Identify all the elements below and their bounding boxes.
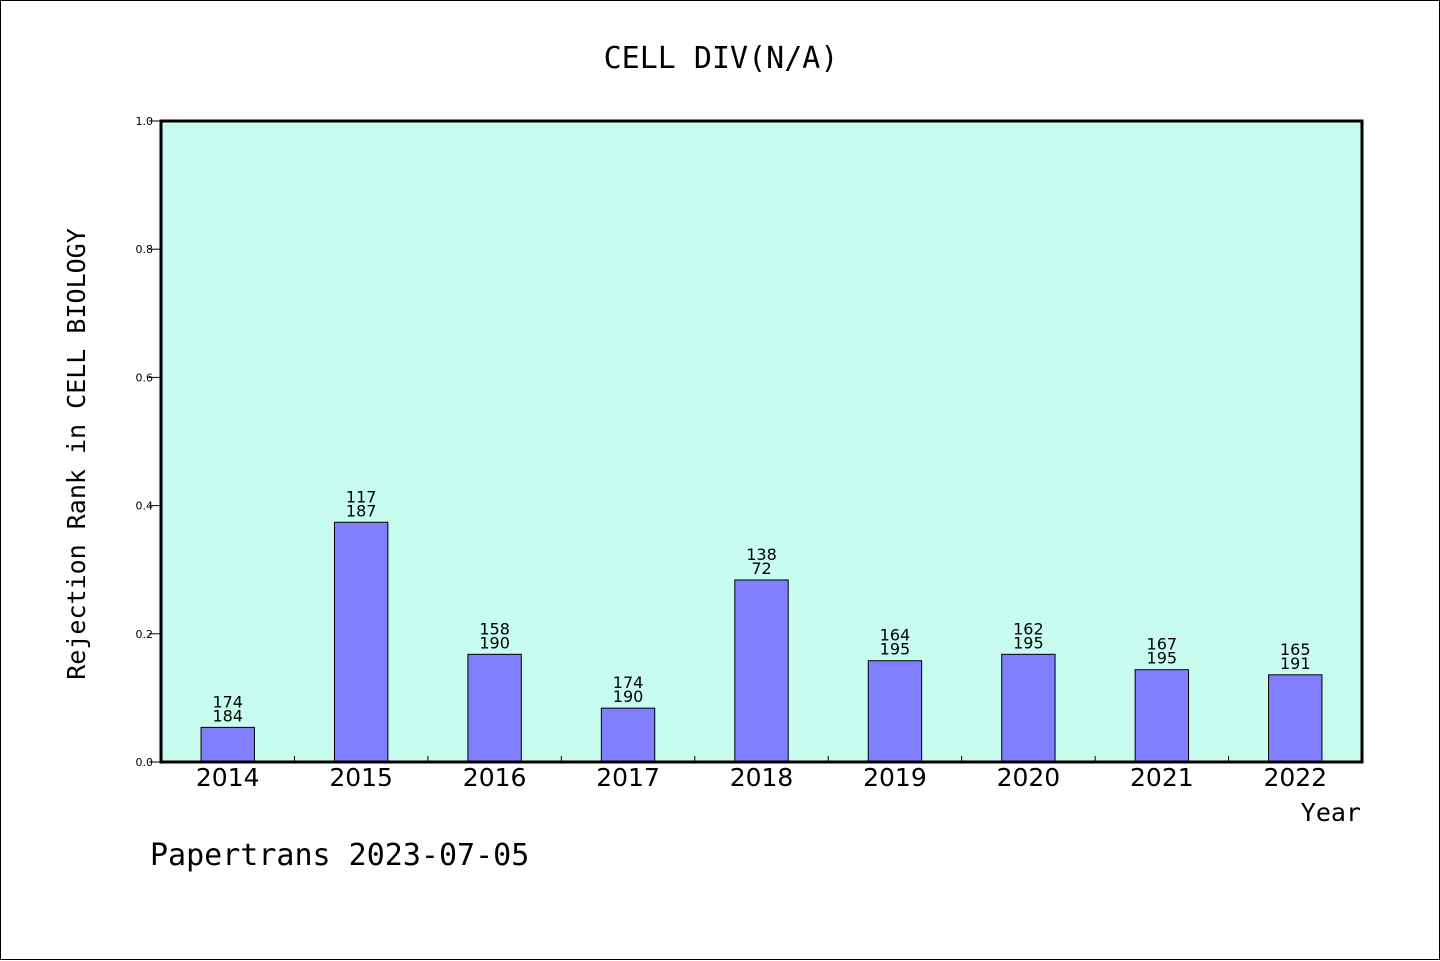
bar-label-top-2015: 117 [346, 487, 377, 506]
bar-label-bottom-2021: 195 [1147, 649, 1178, 668]
bar-label-top-2018: 138 [746, 545, 777, 564]
y-tick-label: 0.8 [136, 243, 154, 256]
bar-labels-group: 1741841171871581901741901387216419516219… [212, 487, 1310, 725]
bar-2020 [1001, 653, 1056, 763]
bar-label-top-2022: 165 [1280, 640, 1311, 659]
bar-label-top-2021: 167 [1147, 635, 1178, 654]
bar-label-top-2014: 174 [212, 692, 243, 711]
x-tick-label-2018: 2018 [730, 763, 794, 792]
bars-group [200, 521, 1323, 763]
y-axis-label: Rejection Rank in CELL BIOLOGY [62, 228, 91, 680]
x-axis: 2014 2015 2016 2017 2018 2019 2020 2021 2022 [196, 756, 1327, 792]
y-tick-label: 0.6 [136, 371, 154, 384]
x-tick-label-2014: 2014 [196, 763, 260, 792]
bar-label-bottom-2015: 187 [346, 501, 377, 520]
x-axis-label: Year [1301, 798, 1361, 827]
y-tick-label: 0.0 [136, 756, 154, 769]
bar-label-bottom-2019: 195 [880, 640, 911, 659]
bar-2017 [600, 707, 656, 763]
footer-credit: Papertrans 2023-07-05 [150, 838, 529, 873]
bar-2016 [467, 653, 522, 763]
bar-2021 [1134, 669, 1190, 763]
chart-title: CELL DIV(N/A) [604, 41, 839, 76]
bar-2019 [867, 660, 923, 763]
bar-label-bottom-2022: 191 [1280, 654, 1311, 673]
bar-label-top-2016: 158 [479, 619, 510, 638]
bar-2015 [333, 521, 389, 763]
bar-2022 [1268, 674, 1323, 763]
bar-label-bottom-2017: 190 [613, 687, 644, 706]
bar-label-bottom-2018: 72 [751, 559, 771, 578]
x-tick-label-2017: 2017 [596, 763, 660, 792]
y-tick-label: 1.0 [136, 115, 154, 128]
x-tick-label-2016: 2016 [463, 763, 527, 792]
x-tick-label-2019: 2019 [863, 763, 927, 792]
bar-label-top-2019: 164 [880, 626, 911, 645]
x-tick-label-2015: 2015 [329, 763, 393, 792]
bar-label-top-2020: 162 [1013, 619, 1044, 638]
x-tick-label-2021: 2021 [1130, 763, 1194, 792]
bar-2018 [734, 579, 789, 763]
bar-label-bottom-2016: 190 [479, 633, 510, 652]
plot-frame [159, 119, 1364, 764]
bar-label-bottom-2020: 195 [1013, 633, 1044, 652]
y-tick-label: 0.2 [136, 628, 154, 641]
bar-label-top-2017: 174 [613, 673, 644, 692]
bar-label-bottom-2014: 184 [212, 706, 243, 725]
y-axis: 0.0 0.2 0.4 0.6 0.8 1.0 [136, 115, 161, 769]
x-tick-label-2022: 2022 [1263, 763, 1327, 792]
bar-2014 [200, 726, 255, 763]
x-tick-label-2020: 2020 [997, 763, 1061, 792]
y-tick-label: 0.4 [136, 500, 154, 513]
